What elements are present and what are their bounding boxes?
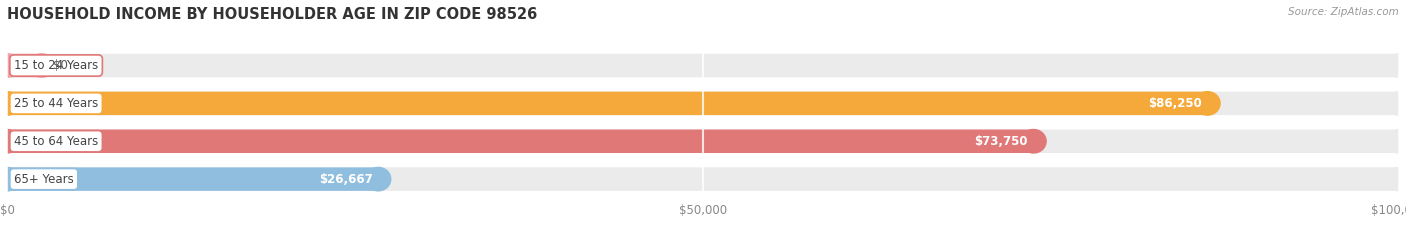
Ellipse shape [1021,130,1046,153]
Ellipse shape [366,167,391,191]
FancyBboxPatch shape [7,130,1033,153]
Ellipse shape [0,92,20,115]
Ellipse shape [0,130,20,153]
Text: $0: $0 [53,59,67,72]
Ellipse shape [1386,92,1406,115]
Text: Source: ZipAtlas.com: Source: ZipAtlas.com [1288,7,1399,17]
Ellipse shape [0,54,20,77]
Ellipse shape [1386,167,1406,191]
FancyBboxPatch shape [7,167,1399,191]
FancyBboxPatch shape [7,54,1399,77]
Text: $73,750: $73,750 [974,135,1028,148]
Ellipse shape [0,54,20,77]
FancyBboxPatch shape [7,54,42,77]
Text: 45 to 64 Years: 45 to 64 Years [14,135,98,148]
Ellipse shape [0,167,20,191]
Text: $86,250: $86,250 [1149,97,1202,110]
Ellipse shape [0,130,20,153]
Text: 25 to 44 Years: 25 to 44 Years [14,97,98,110]
Ellipse shape [1386,130,1406,153]
FancyBboxPatch shape [7,130,1399,153]
Ellipse shape [1386,54,1406,77]
Text: $26,667: $26,667 [319,173,373,186]
FancyBboxPatch shape [7,92,1208,115]
Ellipse shape [1195,92,1220,115]
Text: 65+ Years: 65+ Years [14,173,73,186]
Text: HOUSEHOLD INCOME BY HOUSEHOLDER AGE IN ZIP CODE 98526: HOUSEHOLD INCOME BY HOUSEHOLDER AGE IN Z… [7,7,537,22]
Ellipse shape [0,92,20,115]
Ellipse shape [0,167,20,191]
Text: 15 to 24 Years: 15 to 24 Years [14,59,98,72]
Ellipse shape [30,54,55,77]
FancyBboxPatch shape [7,167,378,191]
FancyBboxPatch shape [7,92,1399,115]
